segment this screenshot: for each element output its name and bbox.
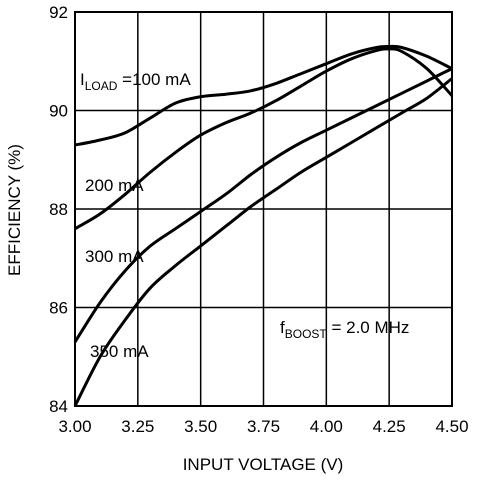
series-line-200-ma	[74, 47, 454, 230]
y-tick-labels: 84 86 88 90 92	[49, 3, 68, 416]
y-tick-label: 88	[49, 200, 68, 219]
x-tick-label: 3.75	[247, 417, 280, 436]
annotation-boost-frequency: fBOOST = 2.0 MHz	[280, 318, 409, 341]
x-tick-label: 4.50	[435, 417, 468, 436]
series-line-350-ma	[73, 77, 453, 407]
plot-frame	[74, 11, 453, 407]
annotation-350ma: 350 mA	[90, 342, 149, 361]
x-tick-label: 4.25	[373, 417, 406, 436]
x-tick-label: 4.00	[310, 417, 343, 436]
annotation-300ma: 300 mA	[85, 247, 144, 266]
x-tick-labels: 3.00 3.25 3.50 3.75 4.00 4.25 4.50	[58, 417, 468, 436]
x-tick-label: 3.00	[58, 417, 91, 436]
y-tick-label: 90	[49, 102, 68, 121]
series-lines	[73, 44, 454, 407]
y-tick-label: 92	[49, 3, 68, 22]
series-line-100-ma	[74, 44, 453, 147]
x-tick-label: 3.25	[121, 417, 154, 436]
annotation-100ma: ILOAD =100 mA	[80, 70, 191, 93]
x-axis-label: INPUT VOLTAGE (V)	[183, 455, 344, 474]
annotation-200ma: 200 mA	[85, 176, 144, 195]
y-tick-label: 86	[49, 299, 68, 318]
y-axis-label: EFFICIENCY (%)	[5, 144, 24, 276]
series-line-300-ma	[73, 67, 453, 343]
x-tick-label: 3.50	[184, 417, 217, 436]
y-tick-label: 84	[49, 397, 68, 416]
